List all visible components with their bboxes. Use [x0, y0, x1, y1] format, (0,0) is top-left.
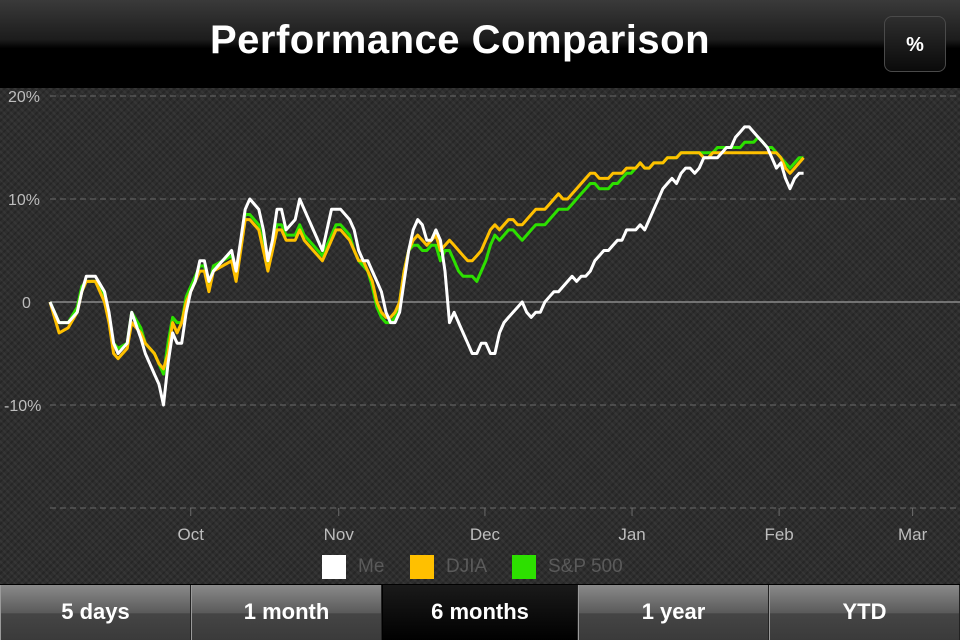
chart-area: 20% 10% 0 -10% Oct Nov Dec Jan Feb Mar [0, 88, 960, 584]
x-tick-label: Dec [470, 525, 501, 544]
y-tick-label: 0 [22, 295, 31, 312]
legend-label: S&P 500 [548, 556, 623, 577]
percent-toggle-button[interactable]: % [884, 16, 946, 72]
tab-6-months[interactable]: 6 months [382, 585, 578, 640]
legend-swatch [322, 555, 346, 579]
x-tick-label: Jan [618, 525, 645, 544]
series-line-me [48, 125, 804, 407]
x-tick-label: Oct [178, 525, 205, 544]
tab-ytd[interactable]: YTD [769, 585, 960, 640]
x-tick-label: Mar [898, 525, 928, 544]
title-bar: Performance Comparison % [0, 0, 960, 89]
page-title: Performance Comparison [209, 18, 711, 62]
x-tick-label: Nov [324, 525, 355, 544]
chart-legend: Me DJIA S&P 500 [0, 552, 960, 582]
tab-1-month[interactable]: 1 month [191, 585, 382, 640]
legend-label: Me [358, 556, 385, 577]
legend-swatch [512, 555, 536, 579]
tab-5-days[interactable]: 5 days [0, 585, 191, 640]
y-tick-label: -10% [4, 398, 41, 415]
y-tick-label: 10% [8, 192, 40, 209]
x-tick-label: Feb [764, 525, 793, 544]
legend-label: DJIA [446, 556, 488, 577]
legend-swatch [410, 555, 434, 579]
period-tab-bar: 5 days 1 month 6 months 1 year YTD [0, 584, 960, 640]
y-tick-label: 20% [8, 89, 40, 106]
series-line-s-p-500 [48, 135, 804, 376]
tab-1-year[interactable]: 1 year [578, 585, 769, 640]
series-line-djia [48, 151, 805, 371]
performance-chart: 20% 10% 0 -10% Oct Nov Dec Jan Feb Mar [4, 89, 960, 544]
